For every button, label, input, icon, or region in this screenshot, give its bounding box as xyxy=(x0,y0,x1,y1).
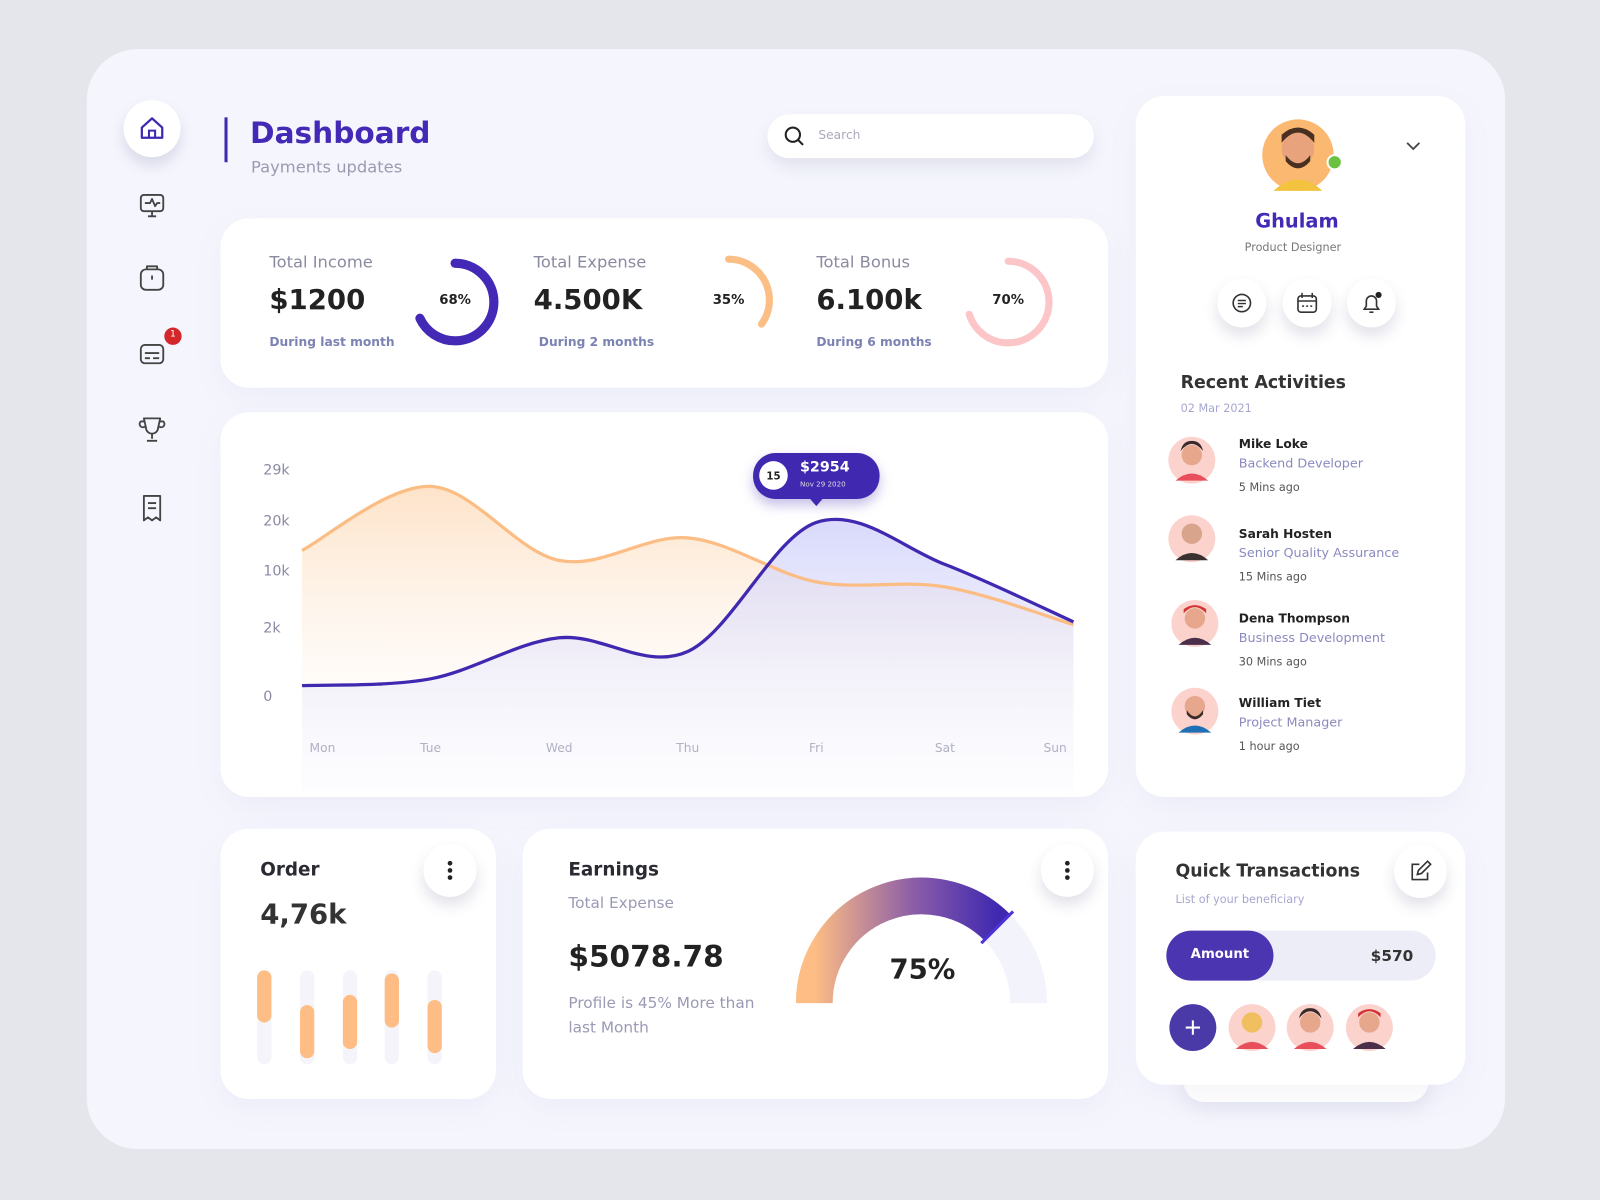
stat-period: During last month xyxy=(269,334,395,349)
activity-role: Project Manager xyxy=(1238,714,1343,730)
home-icon xyxy=(140,117,164,139)
search-box[interactable]: Search xyxy=(767,114,1094,159)
activity-time: 1 hour ago xyxy=(1238,739,1300,754)
earnings-menu[interactable] xyxy=(1040,843,1094,897)
stat-period: During 2 months xyxy=(538,334,655,349)
donut-arc xyxy=(684,255,773,345)
order-title: Order xyxy=(260,859,320,881)
earnings-amount: $5078.78 xyxy=(568,938,724,974)
order-bars xyxy=(257,970,442,1065)
dots xyxy=(1065,860,1070,880)
icon xyxy=(1362,291,1382,314)
icon xyxy=(1232,293,1252,313)
donut-arc xyxy=(411,258,499,346)
activity-role: Business Development xyxy=(1238,629,1385,645)
y-tick-label: 2k xyxy=(263,621,281,637)
badge: 1 xyxy=(164,327,182,345)
donut-label: 35% xyxy=(712,292,745,309)
dots xyxy=(447,860,453,880)
amount-value: $570 xyxy=(1370,946,1414,966)
earnings-note: Profile is 45% More than last Month xyxy=(568,993,755,1037)
activity-role: Senior Quality Assurance xyxy=(1238,544,1400,561)
quick-title: Quick Transactions xyxy=(1175,861,1361,882)
avatars xyxy=(1168,119,1393,1052)
chevron[interactable] xyxy=(1406,142,1421,151)
line xyxy=(301,484,1074,627)
activity-name: Mike Loke xyxy=(1238,436,1308,452)
tooltip-amount: $2954 xyxy=(800,459,850,475)
page-title: Dashboard xyxy=(250,115,431,151)
edit-icon xyxy=(1411,860,1432,881)
stat-value: 4.500K xyxy=(533,284,643,317)
activity-time: 30 Mins ago xyxy=(1238,655,1307,669)
donut-label: 70% xyxy=(992,292,1025,309)
order-value: 4,76k xyxy=(260,898,347,931)
line xyxy=(301,517,1075,688)
search-placeholder: Search xyxy=(818,127,861,142)
profile-name: Ghulam xyxy=(1255,210,1339,233)
badge-count: 1 xyxy=(170,329,176,340)
edit-button[interactable] xyxy=(1393,844,1447,898)
tooltip-pointer xyxy=(809,497,824,507)
bell-button[interactable] xyxy=(1346,278,1396,328)
tooltip-bg xyxy=(753,453,880,499)
sidebar-icons[interactable] xyxy=(133,184,174,531)
stat-label: Total Bonus xyxy=(816,252,911,272)
page-subtitle: Payments updates xyxy=(251,157,403,177)
activities-date: 02 Mar 2021 xyxy=(1180,402,1252,416)
tooltip-day: 15 xyxy=(766,472,780,483)
home-button[interactable] xyxy=(123,100,181,158)
activity-time: 15 Mins ago xyxy=(1238,570,1307,584)
header-bar xyxy=(224,117,228,163)
activity-name: Dena Thompson xyxy=(1238,611,1350,626)
amount-button[interactable]: Amount xyxy=(1166,930,1274,981)
gauge-fill xyxy=(795,877,1011,1004)
stat-label: Total Expense xyxy=(533,252,647,272)
icon xyxy=(1297,292,1318,314)
quick-subtitle: List of your beneficiary xyxy=(1175,892,1305,907)
y-tick-label: 20k xyxy=(263,514,290,530)
donut-arc xyxy=(963,257,1053,347)
profile-role: Product Designer xyxy=(1244,240,1342,255)
order-menu[interactable] xyxy=(423,843,477,897)
gauge-label: 75% xyxy=(889,954,956,986)
gauge-marker xyxy=(980,910,1015,945)
area-fill xyxy=(302,519,1074,791)
earnings-subtitle: Total Expense xyxy=(568,893,674,913)
tooltip-day-bg xyxy=(759,461,788,490)
stats-card xyxy=(220,218,1109,388)
y-tick-label: 10k xyxy=(263,564,290,580)
donut-label: 68% xyxy=(439,292,471,309)
stat-label: Total Income xyxy=(269,252,373,272)
message-button[interactable] xyxy=(1217,278,1267,328)
activity-name: William Tiet xyxy=(1238,695,1322,711)
amount-field[interactable]: Amount $570 xyxy=(1166,930,1436,981)
tooltip: 15 $2954 Nov 29 2020 xyxy=(753,453,880,507)
calendar-button[interactable] xyxy=(1282,278,1332,328)
tooltip-date: Nov 29 2020 xyxy=(800,480,846,489)
stat-value: 6.100k xyxy=(816,284,922,317)
y-tick-label: 0 xyxy=(263,689,272,705)
activity-role: Backend Developer xyxy=(1238,455,1363,471)
stat-period: During 6 months xyxy=(816,334,932,349)
activity-name: Sarah Hosten xyxy=(1238,526,1332,541)
activity-time: 5 Mins ago xyxy=(1238,480,1300,494)
earnings-title: Earnings xyxy=(568,859,659,881)
amount-button-label: Amount xyxy=(1190,946,1250,963)
y-tick-label: 29k xyxy=(263,462,290,478)
search-icon xyxy=(784,126,804,146)
stat-value: $1200 xyxy=(269,284,366,317)
activities-title: Recent Activities xyxy=(1180,372,1347,393)
